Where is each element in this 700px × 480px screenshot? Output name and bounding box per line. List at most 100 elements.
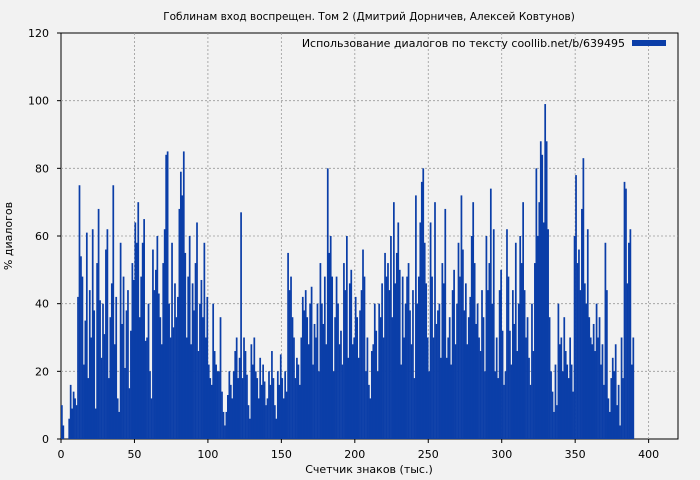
bar bbox=[390, 236, 392, 439]
bar bbox=[547, 229, 549, 439]
bar bbox=[337, 303, 339, 439]
bar bbox=[304, 290, 307, 439]
bar bbox=[141, 242, 144, 439]
bar bbox=[251, 364, 254, 439]
bar bbox=[298, 384, 301, 439]
legend-label: Использование диалогов по тексту coollib… bbox=[302, 37, 625, 50]
bar bbox=[459, 276, 461, 439]
x-axis-label: Счетчик знаков (тыс.) bbox=[305, 463, 433, 476]
bar bbox=[334, 317, 336, 439]
bar bbox=[227, 395, 229, 439]
bar bbox=[432, 337, 435, 439]
bar bbox=[417, 276, 420, 439]
bar bbox=[172, 327, 175, 439]
bar bbox=[202, 317, 204, 439]
bar bbox=[124, 367, 126, 439]
bar bbox=[464, 283, 467, 439]
bar bbox=[335, 276, 338, 439]
bar bbox=[285, 391, 288, 439]
bar bbox=[102, 303, 104, 439]
bar bbox=[356, 317, 358, 439]
bar bbox=[153, 290, 156, 439]
bar bbox=[210, 384, 213, 439]
bar bbox=[69, 384, 72, 439]
bar bbox=[74, 398, 76, 439]
bar bbox=[303, 310, 306, 439]
bar bbox=[127, 290, 129, 439]
x-tick-label: 350 bbox=[565, 448, 586, 461]
bar bbox=[77, 296, 79, 439]
bar bbox=[622, 378, 624, 439]
bar bbox=[488, 263, 491, 439]
bar bbox=[442, 283, 445, 439]
bar bbox=[281, 378, 284, 439]
bar bbox=[344, 290, 347, 439]
y-tick-label: 120 bbox=[28, 27, 49, 40]
bar bbox=[397, 222, 400, 439]
bar bbox=[369, 398, 372, 439]
bar bbox=[510, 364, 513, 439]
bar bbox=[143, 219, 145, 439]
bar bbox=[103, 334, 106, 439]
bar bbox=[306, 317, 309, 439]
bar bbox=[262, 364, 264, 439]
bar bbox=[629, 229, 632, 439]
bar bbox=[310, 286, 313, 439]
bar bbox=[425, 283, 428, 439]
bar bbox=[472, 202, 475, 439]
bar bbox=[331, 276, 334, 439]
bar bbox=[274, 405, 276, 439]
bar bbox=[388, 290, 391, 439]
bar bbox=[297, 364, 300, 439]
bar bbox=[491, 303, 494, 439]
bar bbox=[616, 405, 619, 439]
bar bbox=[598, 317, 601, 439]
bar bbox=[420, 181, 423, 439]
bar bbox=[469, 296, 472, 439]
bar bbox=[560, 337, 563, 439]
bar bbox=[487, 290, 489, 439]
bar bbox=[309, 303, 311, 439]
bar bbox=[423, 242, 426, 439]
bar bbox=[332, 371, 335, 439]
bar bbox=[529, 384, 532, 439]
bar bbox=[589, 337, 592, 439]
bar bbox=[177, 296, 179, 439]
bar bbox=[87, 378, 90, 439]
bar bbox=[548, 317, 551, 439]
bar bbox=[271, 351, 273, 439]
bar bbox=[238, 357, 241, 439]
bar bbox=[249, 418, 251, 439]
bar bbox=[494, 371, 497, 439]
bar bbox=[632, 337, 635, 439]
bar bbox=[450, 364, 453, 439]
bar bbox=[188, 236, 191, 439]
bar bbox=[348, 283, 351, 439]
x-tick-label: 0 bbox=[58, 448, 65, 461]
bar bbox=[290, 276, 292, 439]
bars bbox=[61, 104, 635, 440]
bar bbox=[594, 351, 596, 439]
bar bbox=[368, 384, 370, 439]
bar bbox=[393, 202, 395, 439]
bar bbox=[422, 168, 425, 439]
bar bbox=[254, 371, 257, 439]
bar bbox=[407, 263, 410, 439]
bar bbox=[579, 290, 582, 439]
bar bbox=[403, 337, 406, 439]
bar bbox=[412, 290, 414, 439]
bar bbox=[582, 158, 585, 439]
bar bbox=[559, 344, 561, 439]
bar bbox=[440, 357, 442, 439]
bar bbox=[553, 411, 555, 439]
bar bbox=[492, 229, 495, 439]
bar bbox=[224, 425, 226, 439]
bar bbox=[376, 371, 379, 439]
bar bbox=[435, 323, 438, 439]
bar bbox=[116, 398, 119, 439]
bar bbox=[175, 317, 178, 439]
bar bbox=[463, 310, 466, 439]
bar bbox=[478, 337, 480, 439]
bar bbox=[507, 276, 510, 439]
